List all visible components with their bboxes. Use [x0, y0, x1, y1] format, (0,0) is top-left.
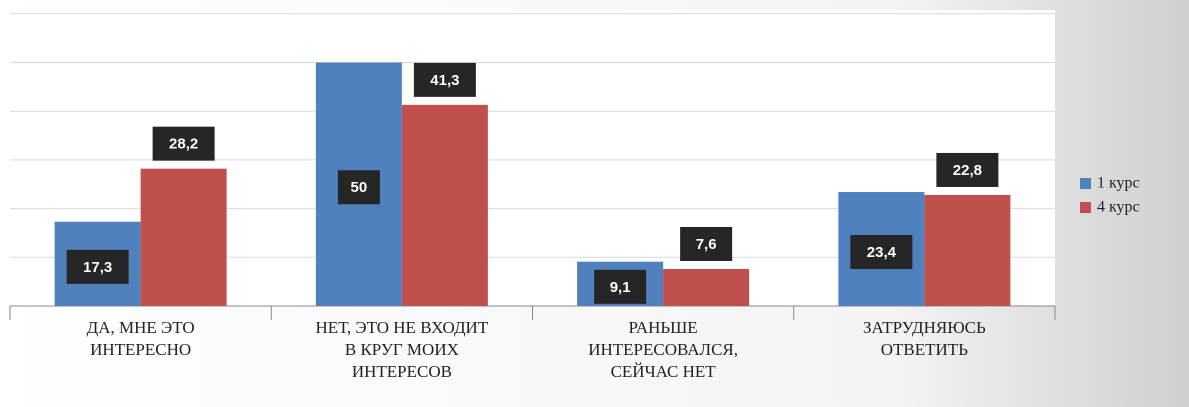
legend-label: 4 курс — [1097, 199, 1140, 216]
value-label-box — [66, 249, 129, 284]
bar — [924, 194, 1011, 306]
x-tick-label: НЕТ, ЭТО НЕ ВХОДИТ — [316, 318, 489, 337]
value-label: 50 — [351, 179, 368, 196]
value-label-box — [680, 226, 733, 261]
value-label-box — [413, 62, 476, 97]
value-label: 22,8 — [953, 162, 982, 179]
value-label: 23,4 — [867, 244, 897, 261]
value-label-box — [152, 126, 215, 161]
value-label: 41,3 — [430, 72, 459, 89]
legend-label: 1 курс — [1097, 175, 1140, 192]
legend-swatch — [1080, 202, 1091, 213]
bar — [401, 104, 488, 306]
x-tick-label: ЗАТРУДНЯЮСЬ — [863, 318, 986, 337]
value-label-box — [936, 152, 999, 187]
x-tick-label: ДА, МНЕ ЭТО — [87, 318, 195, 337]
value-label-box — [337, 170, 380, 205]
x-tick-label: ИНТЕРЕСОВ — [352, 362, 452, 381]
value-label: 28,2 — [169, 136, 198, 153]
x-tick-label: СЕЙЧАС НЕТ — [611, 362, 717, 381]
x-tick-label: ИНТЕРЕСОВАЛСЯ, — [588, 340, 738, 359]
value-label-box — [594, 269, 647, 304]
value-label: 9,1 — [610, 279, 631, 296]
x-tick-label: ИНТЕРЕСНО — [90, 340, 191, 359]
legend-swatch — [1080, 178, 1091, 189]
value-label: 17,3 — [83, 259, 112, 276]
x-tick-label: РАНЬШЕ — [629, 318, 698, 337]
value-label-box — [850, 235, 913, 270]
bar — [663, 268, 750, 306]
x-tick-label: В КРУГ МОИХ — [345, 340, 459, 359]
x-tick-label: ОТВЕТИТЬ — [881, 340, 968, 359]
bar — [140, 168, 227, 306]
value-label: 7,6 — [696, 236, 717, 253]
